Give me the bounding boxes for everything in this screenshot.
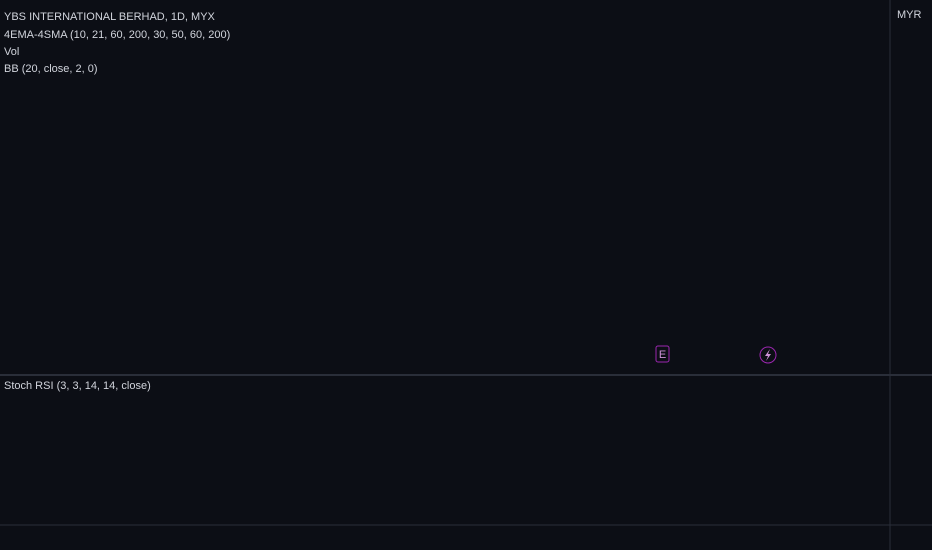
indicator-legend: Stoch RSI (3, 3, 14, 14, close) xyxy=(4,380,151,392)
indicator-legend: BB (20, close, 2, 0) xyxy=(4,63,98,75)
earnings-icon[interactable] xyxy=(655,345,670,363)
earnings-label: E xyxy=(659,349,666,361)
lightning-icon xyxy=(765,349,771,361)
indicator-legend: Vol xyxy=(4,46,19,58)
symbol-title: YBS INTERNATIONAL BERHAD, 1D, MYX xyxy=(4,11,216,23)
indicator-legend: 4EMA-4SMA (10, 21, 60, 200, 30, 50, 60, … xyxy=(4,29,230,41)
dividend-icon[interactable] xyxy=(759,346,777,364)
currency-label: MYR xyxy=(897,9,922,21)
